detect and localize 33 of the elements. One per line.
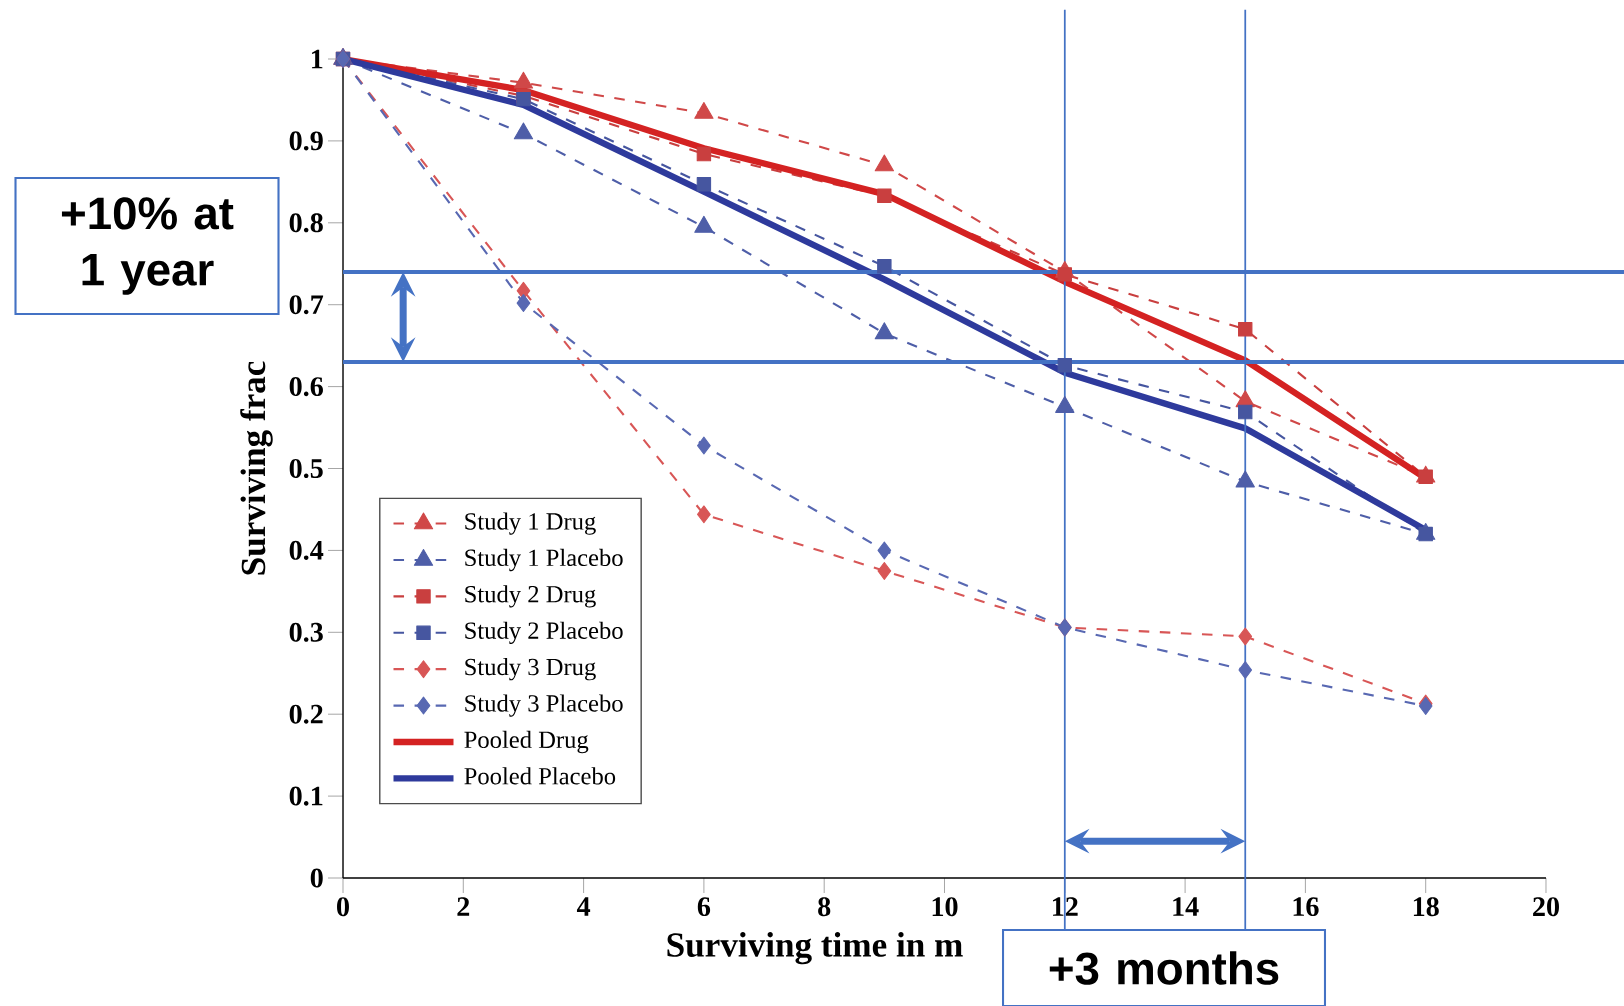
legend-label: Study 1 Drug: [465, 512, 596, 535]
y-tick-label: 0.2: [289, 704, 323, 724]
y-tick-label: 0.8: [289, 213, 323, 233]
legend-label: Study 2 Placebo: [465, 621, 623, 644]
x-tick-label: 18: [1413, 897, 1439, 917]
legend-label: Study 3 Drug: [465, 658, 596, 681]
y-tick-label: 1: [311, 49, 323, 69]
y-tick-label: 0.7: [289, 295, 324, 315]
y-tick-label: 0.5: [289, 458, 323, 479]
legend-label: Study 2 Drug: [465, 585, 596, 608]
y-tick-label: 0.3: [289, 622, 323, 642]
y-tick-label: 0.9: [289, 131, 323, 151]
text: +10% at 1 year: [61, 197, 234, 295]
legend-label: Pooled Placebo: [464, 767, 616, 785]
legend-label: Pooled Drug: [464, 730, 589, 754]
x-tick-label: 14: [1173, 897, 1199, 916]
x-tick-label: 10: [932, 897, 958, 917]
x-tick-label: 0: [337, 897, 349, 917]
y-axis-title: Surviving frac: [240, 361, 273, 575]
x-tick-label: 2: [457, 897, 470, 916]
x-axis-title: Surviving time in m: [667, 932, 963, 965]
text: +3 months: [1049, 951, 1279, 985]
y-tick-label: 0.4: [289, 540, 324, 560]
legend-label: Study 1 Placebo: [465, 548, 623, 572]
y-tick-label: 0.6: [289, 377, 323, 397]
x-tick-label: 8: [818, 897, 831, 917]
x-tick-label: 6: [697, 897, 711, 917]
y-tick-label: 0: [310, 868, 323, 888]
legend-label: Study 3 Placebo: [465, 694, 623, 717]
y-tick-label: 0.1: [289, 786, 323, 806]
x-tick-label: 20: [1533, 897, 1559, 917]
x-tick-label: 16: [1293, 897, 1319, 917]
x-tick-label: 4: [576, 897, 591, 916]
